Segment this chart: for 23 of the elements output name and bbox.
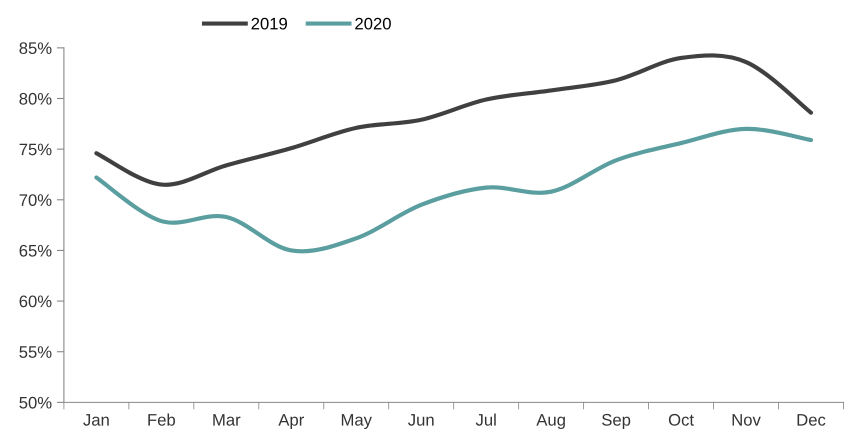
x-tick-label: Jul [476,413,496,426]
x-tick-label: Sep [602,414,630,430]
x-tick-label: Mar [213,414,240,426]
y-tick-label: 75% [20,144,52,156]
x-tick-label: Apr [278,414,304,430]
x-tick-label: May [342,414,372,430]
y-tick-label: 60% [20,295,52,308]
legend-label: 2019 [252,18,287,30]
y-tick-label: 85% [19,42,52,54]
y-tick-label: 55% [19,346,52,358]
x-tick-label: Dec [798,414,826,426]
y-tick-label: 50% [19,396,52,409]
line-series [94,126,814,254]
y-tick-label: 70% [20,194,52,206]
x-tick-label: Jun [408,414,434,426]
x-tick-label: Aug [536,414,565,430]
legend-label: 2020 [355,18,391,30]
x-tick-label: Oct [668,414,694,426]
x-tick-label: Feb [148,413,176,426]
y-tick-label: 80% [19,92,52,105]
x-tick-label: Jan [83,414,109,426]
x-tick-label: Nov [732,414,761,426]
y-tick-label: 65% [20,244,52,257]
